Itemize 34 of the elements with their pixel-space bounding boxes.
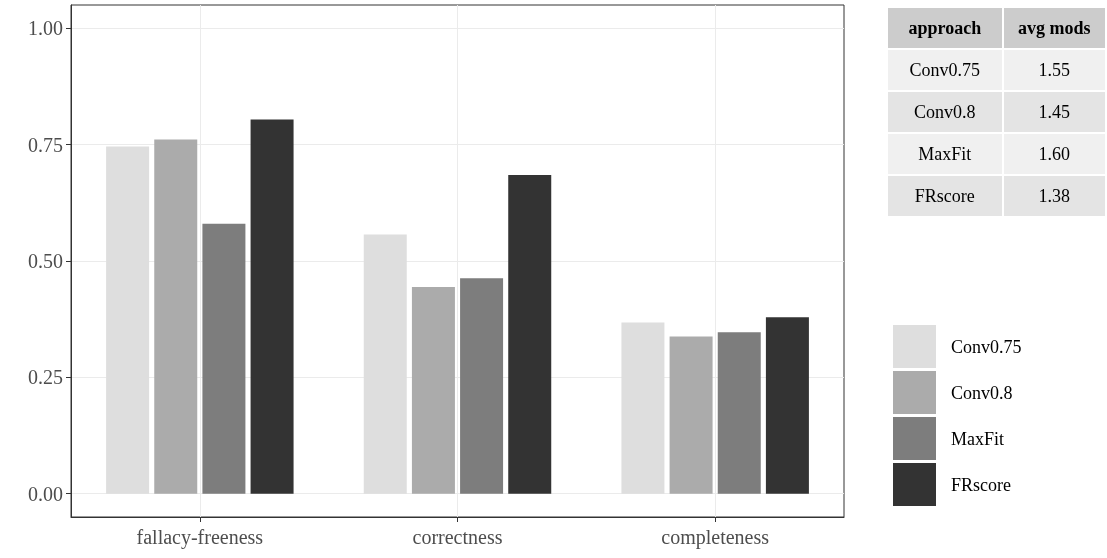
x-tick-label: completeness <box>661 526 770 549</box>
category-label: Conv0.75 <box>887 49 1003 91</box>
y-tick-label: 0.50 <box>28 250 63 272</box>
legend-label: Conv0.8 <box>951 382 1013 403</box>
category-label: Conv0.8 <box>887 91 1003 133</box>
legend-label: MaxFit <box>951 428 1005 449</box>
y-tick-label: 0.25 <box>28 366 63 389</box>
bar <box>363 234 407 494</box>
bar <box>250 119 294 494</box>
bar <box>621 322 665 494</box>
y-tick-label: 1.00 <box>28 17 63 40</box>
x-tick-label: correctness <box>412 526 503 548</box>
bar <box>669 336 713 494</box>
text: 1.38 <box>1038 185 1071 206</box>
text: approach <box>887 7 1003 49</box>
bar <box>106 146 150 494</box>
bar <box>411 287 455 494</box>
y-tick-label: 0.00 <box>28 482 63 505</box>
bar <box>202 223 246 494</box>
y-tick-label: 0.75 <box>28 133 63 156</box>
bar <box>508 174 552 494</box>
legend-label: FRscore <box>951 474 1011 495</box>
text: avg mods <box>1002 7 1106 49</box>
text: 1.45 <box>1038 101 1071 122</box>
text: 1.60 <box>1038 143 1071 164</box>
bar <box>717 332 761 494</box>
bar <box>154 139 198 494</box>
bar <box>765 317 809 494</box>
legend-label: Conv0.75 <box>951 336 1022 357</box>
text: 1.55 <box>1038 59 1071 80</box>
bar <box>460 278 504 494</box>
category-label: MaxFit <box>887 133 1003 175</box>
category-label: FRscore <box>887 175 1003 217</box>
x-tick-label: fallacy-freeness <box>136 526 264 549</box>
